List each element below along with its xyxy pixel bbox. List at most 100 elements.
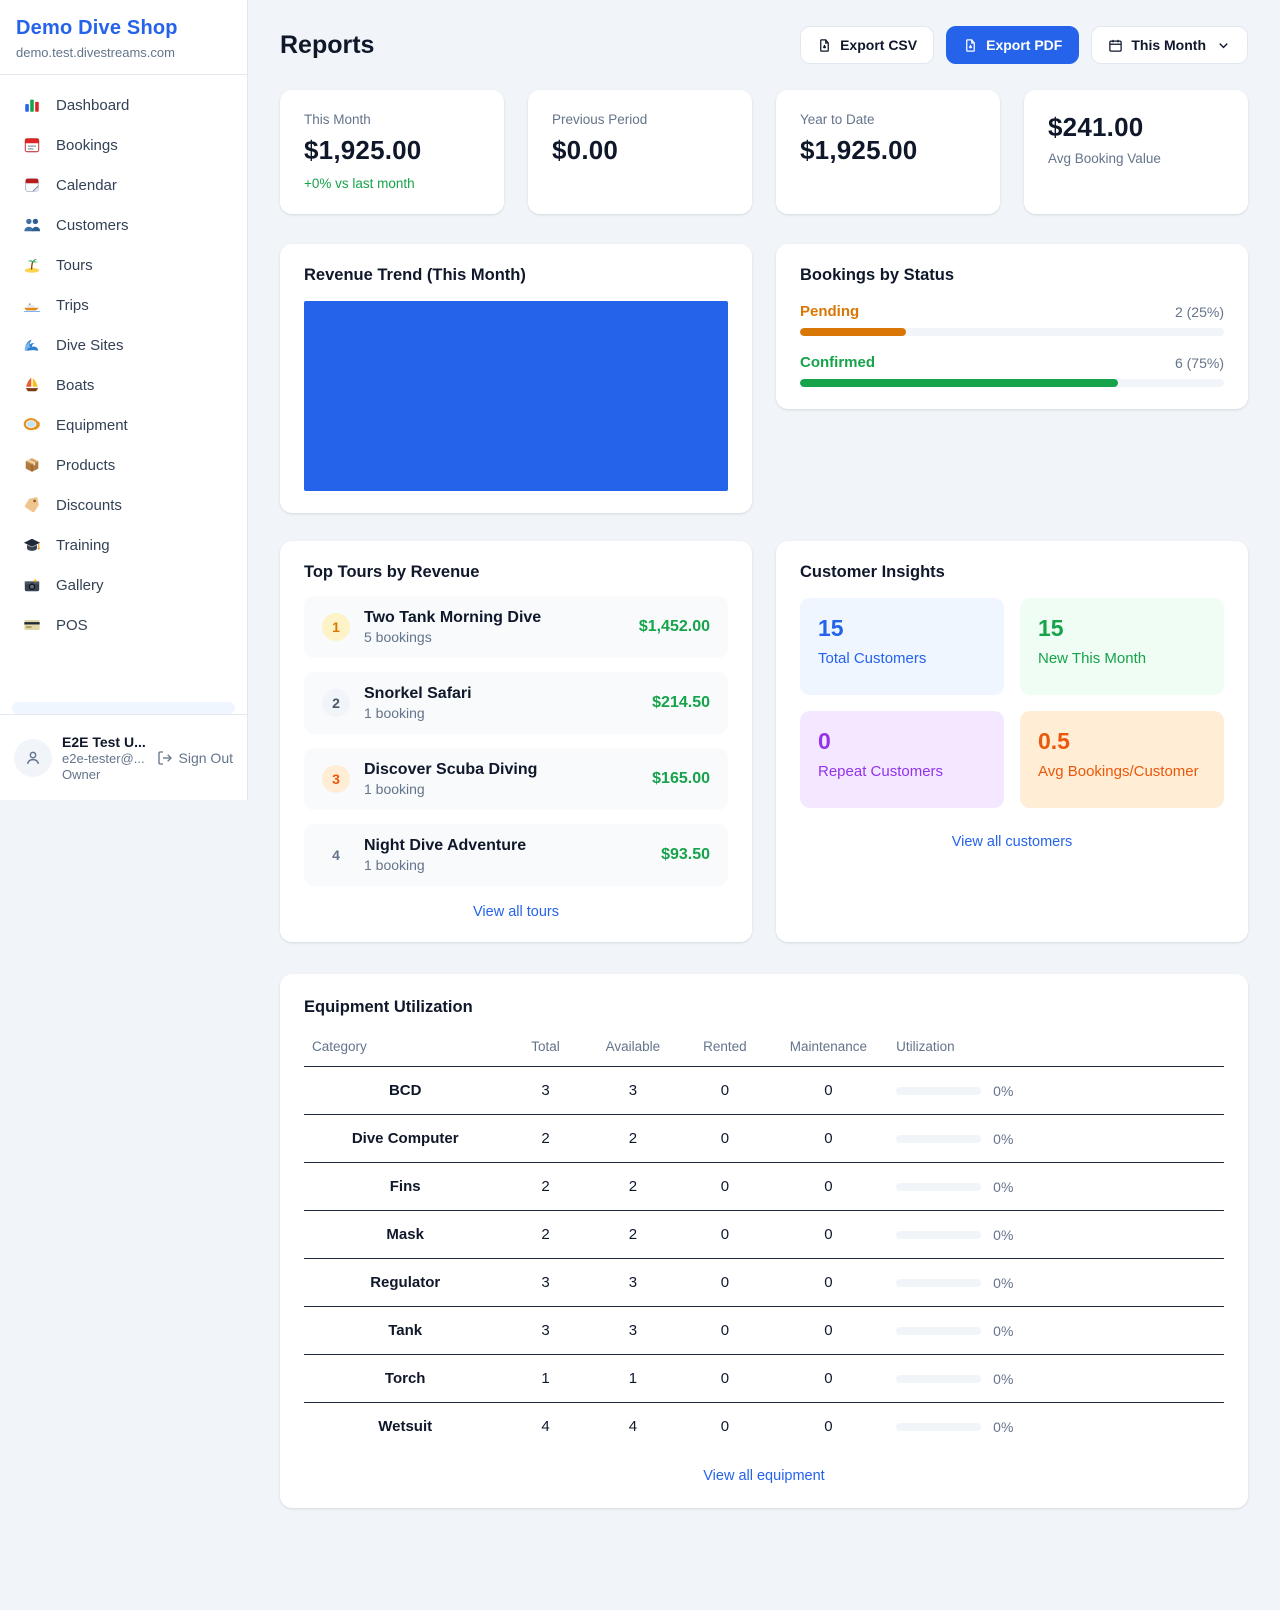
sidebar-item-discounts[interactable]: Discounts [8, 485, 239, 525]
cell-rented: 0 [681, 1354, 769, 1403]
wave-icon [22, 335, 42, 355]
sidebar-item-products[interactable]: Products [8, 445, 239, 485]
sidebar-item-dive-sites[interactable]: Dive Sites [8, 325, 239, 365]
export-pdf-button[interactable]: Export PDF [946, 26, 1080, 64]
sidebar-item-calendar[interactable]: Calendar [8, 165, 239, 205]
status-label: Confirmed [800, 354, 875, 371]
insight-label: Avg Bookings/Customer [1038, 763, 1199, 780]
utilization-bar-track [896, 1422, 982, 1431]
sidebar-item-reports-active-partial[interactable] [12, 702, 235, 714]
page-title: Reports [280, 30, 375, 59]
cell-available: 2 [584, 1114, 682, 1163]
tour-row: 1 Two Tank Morning Dive 5 bookings $1,45… [304, 596, 728, 658]
sidebar-item-label: Dive Sites [56, 336, 124, 354]
tour-revenue: $165.00 [652, 770, 710, 787]
status-bar-track [800, 379, 1224, 387]
export-pdf-label: Export PDF [986, 37, 1063, 53]
stat-card-year-to-date: Year to Date $1,925.00 [776, 90, 1000, 214]
cell-utilization: 0% [888, 1403, 1224, 1451]
sidebar-item-label: Discounts [56, 496, 122, 514]
tour-revenue: $1,452.00 [638, 618, 710, 635]
tour-revenue: $93.50 [661, 846, 710, 863]
main-content: Reports Export CSV Export PDF This Month… [248, 0, 1280, 1548]
sidebar-item-customers[interactable]: Customers [8, 205, 239, 245]
utilization-percent: 0% [993, 1178, 1014, 1195]
charts-row: Revenue Trend (This Month) Bookings by S… [280, 244, 1248, 513]
cell-category: Tank [304, 1306, 507, 1355]
customer-insights-card: Customer Insights 15 Total Customers 15 … [776, 541, 1248, 942]
utilization-bar-track [896, 1134, 982, 1143]
tour-row: 4 Night Dive Adventure 1 booking $93.50 [304, 824, 728, 886]
cell-available: 3 [584, 1066, 682, 1115]
sidebar-item-tours[interactable]: Tours [8, 245, 239, 285]
cell-rented: 0 [681, 1258, 769, 1307]
users-icon [22, 215, 42, 235]
tour-row: 2 Snorkel Safari 1 booking $214.50 [304, 672, 728, 734]
period-dropdown[interactable]: This Month [1091, 26, 1248, 64]
rank-badge: 3 [322, 765, 350, 793]
view-all-equipment-link[interactable]: View all equipment [703, 1468, 825, 1484]
export-csv-button[interactable]: Export CSV [800, 26, 935, 64]
view-all-tours-link[interactable]: View all tours [473, 904, 559, 920]
rank-badge: 4 [332, 847, 340, 863]
tear-calendar-icon [22, 175, 42, 195]
view-all-customers-link[interactable]: View all customers [951, 834, 1073, 850]
sidebar-nav: Dashboard Bookings Calendar Customers To… [0, 75, 247, 655]
sidebar-item-label: Calendar [56, 176, 117, 194]
cell-maintenance: 0 [768, 1162, 889, 1211]
calendar-icon [1109, 39, 1123, 52]
utilization-bar-track [896, 1374, 982, 1383]
cell-total: 2 [506, 1114, 585, 1163]
cell-utilization: 0% [888, 1066, 1224, 1115]
sign-out-button[interactable]: Sign Out [157, 750, 233, 766]
status-row-pending: Pending 2 (25%) [800, 303, 1224, 336]
sidebar-item-label: Gallery [56, 576, 104, 594]
column-header-utilization: Utilization [888, 1031, 1224, 1067]
sidebar-item-dashboard[interactable]: Dashboard [8, 85, 239, 125]
stat-card-avg-booking-value: $241.00 Avg Booking Value [1024, 90, 1248, 214]
credit-card-icon [22, 615, 42, 635]
sidebar-item-label: Equipment [56, 416, 128, 434]
table-row: Torch 1 1 0 0 0% [304, 1354, 1224, 1403]
cell-utilization: 0% [888, 1210, 1224, 1259]
cell-available: 4 [628, 1418, 638, 1435]
graduation-cap-icon [22, 535, 42, 555]
cell-total: 2 [506, 1210, 585, 1259]
utilization-bar-track [896, 1182, 982, 1191]
stat-label: This Month [304, 112, 371, 127]
sidebar-item-pos[interactable]: POS [8, 605, 239, 645]
cell-available: 3 [584, 1258, 682, 1307]
sidebar-item-trips[interactable]: Trips [8, 285, 239, 325]
status-bar-track [800, 328, 1224, 336]
utilization-bar-track [896, 1086, 982, 1095]
stat-label: Previous Period [552, 112, 648, 127]
cell-available: 2 [584, 1210, 682, 1259]
tour-name: Night Dive Adventure [364, 837, 527, 854]
cell-available: 1 [584, 1354, 682, 1403]
cell-rented: 0 [681, 1066, 769, 1115]
tour-name: Discover Scuba Diving [364, 761, 538, 778]
cell-maintenance: 0 [768, 1354, 889, 1403]
sidebar-item-label: Customers [56, 216, 129, 234]
sidebar-item-gallery[interactable]: Gallery [8, 565, 239, 605]
file-download-icon [820, 38, 829, 52]
utilization-percent: 0% [993, 1226, 1014, 1243]
insight-total-customers: 15 Total Customers [800, 598, 1004, 695]
stat-value: $0.00 [552, 135, 619, 165]
stat-value: $1,925.00 [304, 135, 422, 165]
sidebar-item-equipment[interactable]: Equipment [8, 405, 239, 445]
cell-available: 3 [584, 1306, 682, 1355]
sidebar-item-boats[interactable]: Boats [8, 365, 239, 405]
cell-rented: 0 [681, 1114, 769, 1163]
table-header-row: Category Total Available Rented Maintena… [304, 1031, 1224, 1067]
stat-label: Avg Booking Value [1048, 151, 1161, 166]
column-header-total: Total [506, 1031, 585, 1067]
sidebar-item-label: Boats [56, 376, 95, 394]
tag-icon [22, 495, 42, 515]
cell-category: Fins [304, 1162, 507, 1211]
shop-domain: demo.test.divestreams.com [16, 45, 175, 60]
insight-label: Repeat Customers [818, 763, 944, 780]
sidebar-item-training[interactable]: Training [8, 525, 239, 565]
sidebar-item-bookings[interactable]: Bookings [8, 125, 239, 165]
table-row: Tank 3 3 0 0 0% [304, 1306, 1224, 1355]
